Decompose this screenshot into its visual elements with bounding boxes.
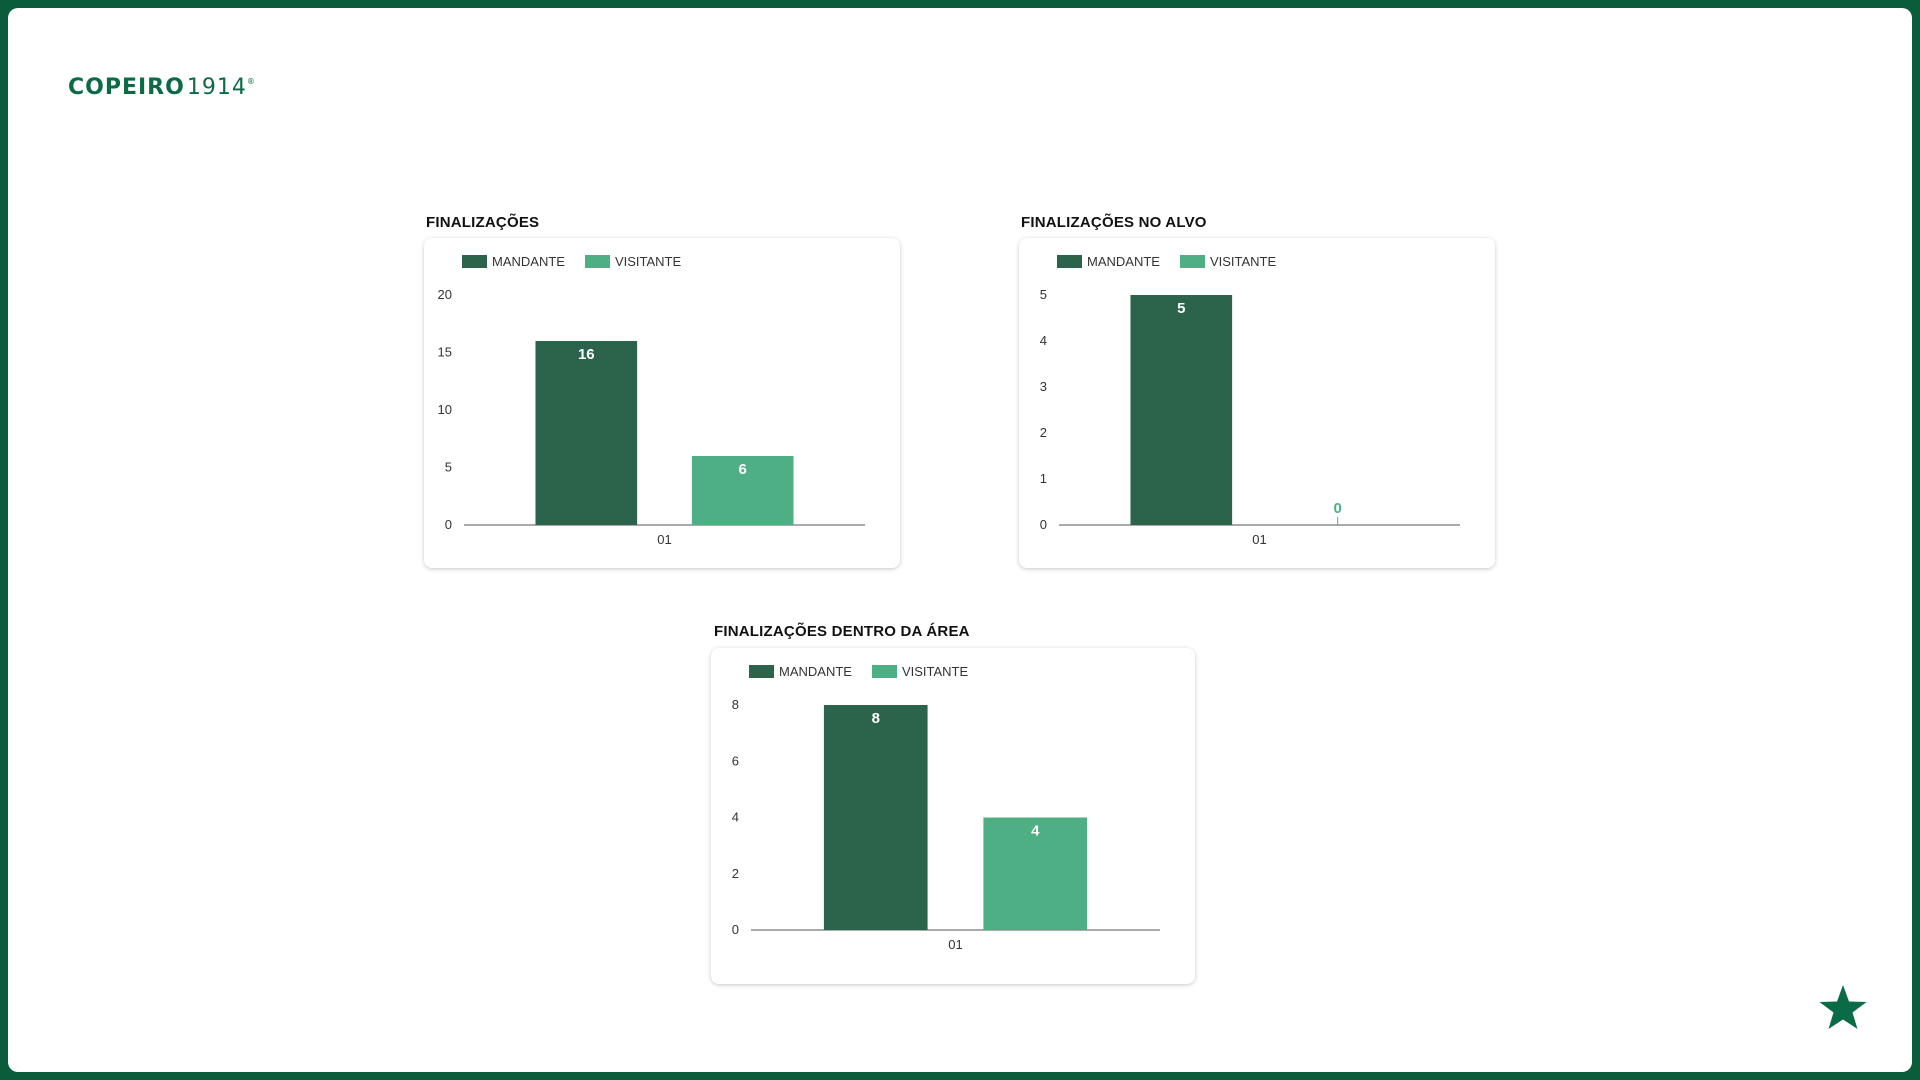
y-tick-label: 5 [445,460,452,475]
legend-item-mandante: MANDANTE [749,664,852,679]
bar-mandante [823,705,928,930]
legend-item-mandante: MANDANTE [1057,254,1160,269]
y-tick-label: 4 [732,810,739,825]
chart-legend: MANDANTE VISITANTE [1057,254,1296,269]
legend-label-visitante: VISITANTE [614,254,682,269]
brand-logo: COPEIRO1914® [68,75,256,100]
x-tick-label: 01 [1252,532,1266,547]
legend-item-visitante: VISITANTE [1179,254,1277,269]
bar-mandante [535,341,638,525]
y-tick-label: 15 [438,345,452,360]
y-tick-label: 2 [1040,425,1047,440]
chart-legend: MANDANTE VISITANTE [749,664,988,679]
legend-label-visitante: VISITANTE [1209,254,1277,269]
y-tick-label: 0 [1040,517,1047,532]
bar-chart-finalizacoes: 0 5 10 15 20 16 6 01 [438,287,865,547]
chart-card-finalizacoes: MANDANTE VISITANTE 0 5 10 15 20 16 6 01 [424,238,900,568]
y-tick-label: 5 [1040,287,1047,302]
legend-label-visitante: VISITANTE [901,664,969,679]
chart-title-finalizacoes-dentro-da-area: FINALIZAÇÕES DENTRO DA ÁREA [714,623,970,640]
chart-title-finalizacoes-no-alvo: FINALIZAÇÕES NO ALVO [1021,214,1207,231]
legend-swatch-visitante [871,665,897,678]
legend-swatch-visitante [1179,255,1205,268]
chart-legend: MANDANTE VISITANTE [462,254,701,269]
x-tick-label: 01 [657,532,671,547]
y-tick-label: 1 [1040,471,1047,486]
star-icon [1819,985,1867,1029]
y-tick-label: 10 [438,402,452,417]
bar-visitante [691,456,794,525]
data-label-mandante: 8 [872,710,880,727]
brand-registered-mark: ® [246,77,256,86]
legend-label-mandante: MANDANTE [779,664,852,679]
data-label-visitante: 4 [1031,823,1040,840]
brand-name-light: 1914 [186,75,247,100]
bar-chart-finalizacoes-dentro-da-area: 0 2 4 6 8 8 4 01 [732,697,1160,952]
legend-item-mandante: MANDANTE [462,254,565,269]
data-label-visitante: 0 [1334,500,1342,517]
legend-swatch-mandante [462,255,487,268]
chart-title-finalizacoes: FINALIZAÇÕES [426,214,540,231]
y-tick-label: 8 [732,697,739,712]
legend-swatch-mandante [749,665,774,678]
y-tick-label: 0 [445,517,452,532]
y-tick-label: 0 [732,922,739,937]
brand-name-bold: COPEIRO [68,75,185,100]
slide-frame: COPEIRO1914® FINALIZAÇÕES MANDANTE VISIT… [8,8,1912,1072]
y-tick-label: 6 [732,753,739,768]
legend-item-visitante: VISITANTE [871,664,969,679]
legend-item-visitante: VISITANTE [584,254,682,269]
data-label-visitante: 6 [739,461,747,478]
chart-card-finalizacoes-dentro-da-area: MANDANTE VISITANTE 0 2 4 6 8 8 4 01 [711,648,1195,984]
legend-swatch-mandante [1057,255,1082,268]
data-label-mandante: 16 [578,346,595,363]
legend-swatch-visitante [584,255,610,268]
bar-mandante [1130,295,1233,525]
y-tick-label: 20 [438,287,452,302]
y-tick-label: 3 [1040,379,1047,394]
legend-label-mandante: MANDANTE [1087,254,1160,269]
x-tick-label: 01 [948,937,962,952]
legend-label-mandante: MANDANTE [492,254,565,269]
bar-visitante [983,817,1088,930]
chart-card-finalizacoes-no-alvo: MANDANTE VISITANTE 0 1 2 3 4 5 5 0 01 [1019,238,1495,568]
y-tick-label: 2 [732,866,739,881]
data-label-mandante: 5 [1177,300,1185,317]
y-tick-label: 4 [1040,333,1047,348]
